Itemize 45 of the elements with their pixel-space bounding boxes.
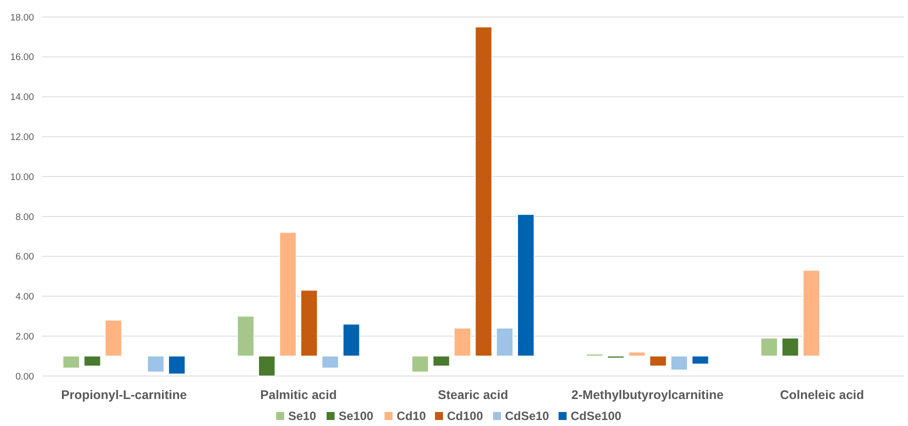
y-tick-label: 4.00 — [16, 292, 34, 303]
y-tick-label: 2.00 — [16, 331, 34, 342]
bar — [760, 338, 778, 356]
legend-label: CdSe100 — [570, 409, 622, 424]
bar — [258, 356, 276, 376]
bar — [496, 328, 514, 356]
y-tick-label: 8.00 — [16, 212, 34, 223]
bar — [322, 356, 339, 368]
legend-label: Se10 — [288, 409, 317, 424]
bar — [84, 356, 101, 366]
bar — [168, 356, 186, 374]
y-tick-label: 16.00 — [10, 52, 34, 64]
bar — [454, 328, 472, 356]
bar — [432, 356, 450, 366]
bar — [279, 232, 297, 356]
y-tick-label: 0.00 — [16, 371, 34, 382]
legend-label: CdSe10 — [505, 409, 550, 424]
bar — [147, 356, 164, 372]
bar — [782, 338, 799, 356]
bar — [517, 214, 534, 356]
legend-label: Cd100 — [447, 409, 484, 424]
bar — [342, 324, 360, 356]
y-tick-label: 18.00 — [10, 12, 34, 24]
bar — [670, 356, 688, 370]
y-tick-label: 12.00 — [10, 132, 34, 143]
bar — [474, 26, 492, 356]
bar — [412, 356, 429, 372]
x-tick-label: Stearic acid — [438, 388, 508, 402]
y-tick-label: 14.00 — [10, 92, 34, 104]
legend-label: Cd10 — [396, 409, 426, 424]
bar — [300, 290, 318, 356]
x-tick-label: 2-Methylbutyroylcarnitine — [571, 388, 724, 402]
bar — [649, 356, 667, 366]
x-tick-label: Propionyl-L-carnitine — [61, 388, 187, 402]
bar — [104, 320, 122, 356]
legend-label: Se100 — [338, 409, 374, 424]
bar — [62, 356, 80, 368]
y-tick-label: 10.00 — [10, 172, 34, 183]
x-tick-label: Colneleic acid — [780, 388, 864, 402]
x-tick-label: Palmitic acid — [260, 388, 337, 402]
bar — [692, 356, 709, 364]
bar — [628, 352, 646, 356]
bar — [237, 316, 254, 356]
y-tick-label: 6.00 — [16, 252, 34, 263]
bar — [802, 270, 820, 356]
